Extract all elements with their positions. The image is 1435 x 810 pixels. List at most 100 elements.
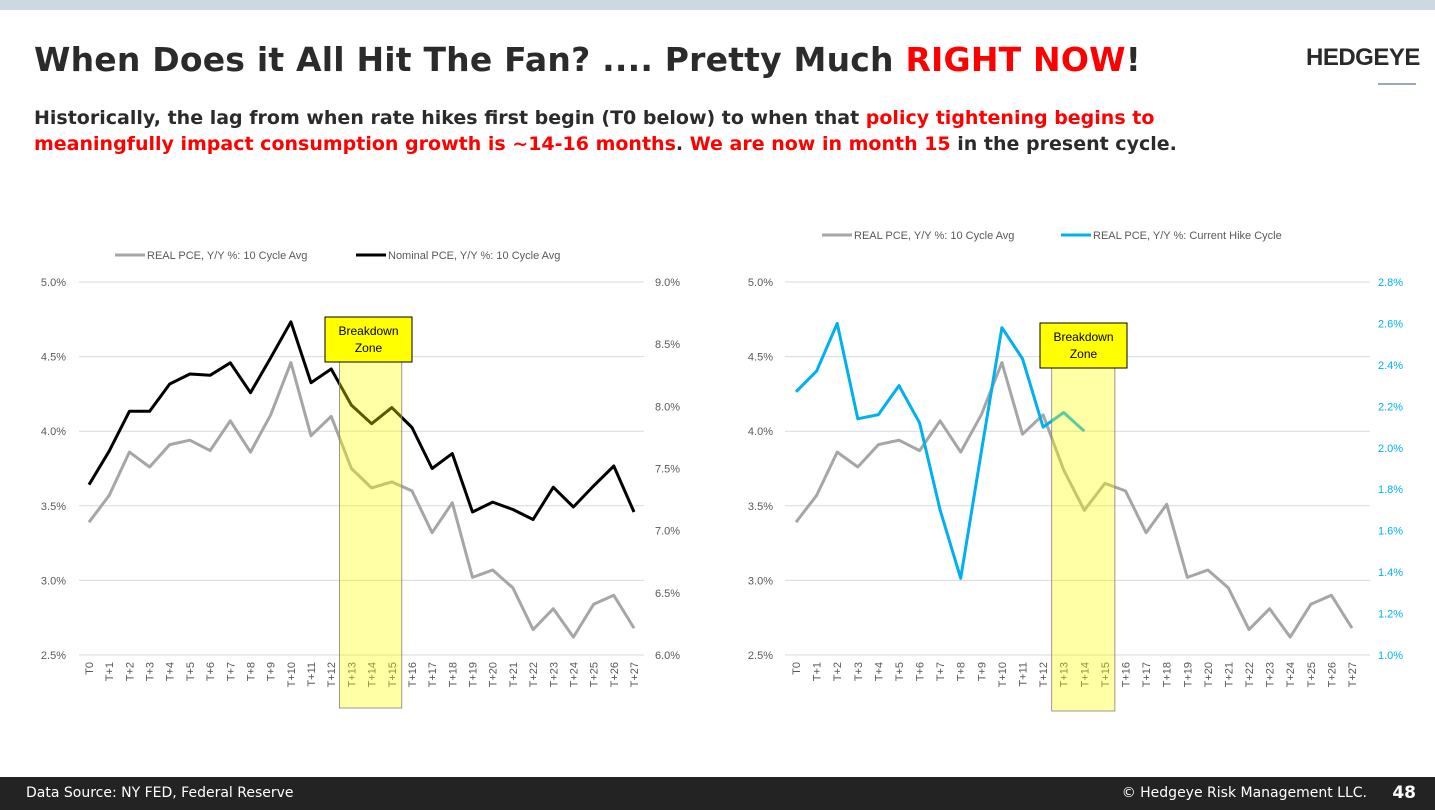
x-tick-label: T+21 <box>1223 662 1235 687</box>
x-tick-label: T+10 <box>997 662 1009 687</box>
breakdown-zone-shading <box>1051 367 1116 712</box>
title-highlight: RIGHT NOW <box>905 40 1126 79</box>
y-right-tick-label: 2.2% <box>1378 401 1403 413</box>
x-tick-label: T0 <box>84 662 96 675</box>
x-tick-label: T+12 <box>1038 662 1050 687</box>
x-tick-label: T+22 <box>528 662 540 687</box>
breakdown-zone-label: Zone <box>355 341 383 355</box>
subtitle-text-2: . <box>675 133 690 155</box>
breakdown-zone-box <box>1039 322 1128 369</box>
top-bar <box>0 0 1435 10</box>
y-right-tick-label: 1.6% <box>1378 526 1403 538</box>
x-tick-label: T+23 <box>548 662 560 687</box>
series-line-1 <box>794 361 1354 639</box>
y-right-tick-label: 6.0% <box>655 650 680 662</box>
hedgeye-logo: HEDGEYE <box>1306 44 1420 71</box>
x-tick-label: T+26 <box>1326 662 1338 687</box>
x-tick-label: T+26 <box>609 662 621 687</box>
x-tick-label: T+2 <box>124 662 136 681</box>
y-right-tick-label: 8.5% <box>655 339 680 351</box>
y-right-tick-label: 7.0% <box>655 526 680 538</box>
x-tick-label: T+24 <box>568 662 580 687</box>
y-left-tick-label: 3.0% <box>41 575 66 587</box>
x-tick-label: T+14 <box>367 662 379 687</box>
y-left-tick-label: 3.0% <box>748 575 773 587</box>
x-tick-label: T+12 <box>326 662 338 687</box>
x-tick-label: T+1 <box>812 662 824 681</box>
legend-label: REAL PCE, Y/Y %: 10 Cycle Avg <box>854 230 1014 242</box>
x-tick-label: T+4 <box>873 662 885 681</box>
y-right-tick-label: 1.4% <box>1378 567 1403 579</box>
y-left-tick-label: 3.5% <box>748 501 773 513</box>
y-right-tick-label: 2.0% <box>1378 443 1403 455</box>
x-tick-label: T+6 <box>205 662 217 681</box>
x-tick-label: T+22 <box>1244 662 1256 687</box>
x-tick-label: T+25 <box>1306 662 1318 687</box>
y-left-tick-label: 4.5% <box>748 352 773 364</box>
x-tick-label: T+8 <box>245 662 257 681</box>
x-tick-label: T+27 <box>629 662 641 687</box>
series-line-1 <box>87 361 636 639</box>
page-title: When Does it All Hit The Fan? .... Prett… <box>34 40 1141 79</box>
logo-underline <box>1378 83 1416 85</box>
x-tick-label: T+21 <box>508 662 520 687</box>
subtitle-highlight-1: policy tightening begins to meaningfully… <box>34 107 1155 155</box>
legend-label: REAL PCE, Y/Y %: 10 Cycle Avg <box>147 250 307 262</box>
x-tick-label: T+20 <box>1203 662 1215 687</box>
subtitle: Historically, the lag from when rate hik… <box>34 105 1264 157</box>
y-left-tick-label: 3.5% <box>41 501 66 513</box>
x-tick-label: T+5 <box>185 662 197 681</box>
x-tick-label: T+19 <box>1182 662 1194 687</box>
x-tick-label: T+19 <box>468 662 480 687</box>
y-right-tick-label: 1.2% <box>1378 609 1403 621</box>
subtitle-highlight-2: We are now in month 15 <box>689 133 951 155</box>
x-tick-label: T+7 <box>935 662 947 681</box>
x-tick-label: T+24 <box>1285 662 1297 687</box>
x-tick-label: T+9 <box>976 662 988 681</box>
y-left-tick-label: 4.0% <box>748 426 773 438</box>
y-left-tick-label: 4.0% <box>41 426 66 438</box>
x-tick-label: T+7 <box>225 662 237 681</box>
x-tick-label: T+15 <box>387 662 399 687</box>
y-right-tick-label: 6.5% <box>655 588 680 600</box>
legend-label: Nominal PCE, Y/Y %: 10 Cycle Avg <box>388 250 560 262</box>
x-tick-label: T+8 <box>956 662 968 681</box>
x-tick-label: T+23 <box>1265 662 1277 687</box>
x-tick-label: T0 <box>791 662 803 675</box>
subtitle-text-3: in the present cycle. <box>950 133 1177 155</box>
y-right-tick-label: 1.0% <box>1378 650 1403 662</box>
y-right-tick-label: 2.4% <box>1378 360 1403 372</box>
x-tick-label: T+15 <box>1100 662 1112 687</box>
y-left-tick-label: 2.5% <box>748 650 773 662</box>
x-tick-label: T+3 <box>853 662 865 681</box>
x-tick-label: T+3 <box>145 662 157 681</box>
x-tick-label: T+13 <box>1059 662 1071 687</box>
x-tick-label: T+5 <box>894 662 906 681</box>
x-tick-label: T+11 <box>1018 662 1030 687</box>
x-tick-label: T+2 <box>832 662 844 681</box>
x-tick-label: T+9 <box>266 662 278 681</box>
subtitle-text: Historically, the lag from when rate hik… <box>34 107 866 129</box>
x-tick-label: T+20 <box>488 662 500 687</box>
x-tick-label: T+27 <box>1347 662 1359 687</box>
x-tick-label: T+4 <box>165 662 177 681</box>
breakdown-zone-label: Breakdown <box>338 324 398 338</box>
title-end: ! <box>1125 40 1141 79</box>
charts-canvas: 2.5% 3.0% 3.5% 4.0% 4.5% 5.0% 6.0% 6.5% 7.0% 7.5%… <box>41 230 1403 712</box>
x-tick-label: T+18 <box>1162 662 1174 687</box>
y-left-tick-label: 5.0% <box>748 277 773 289</box>
x-tick-label: T+16 <box>407 662 419 687</box>
series-line-2 <box>794 321 1086 580</box>
x-tick-label: T+1 <box>104 662 116 681</box>
x-tick-label: T+25 <box>589 662 601 687</box>
legend-label: REAL PCE, Y/Y %: Current Hike Cycle <box>1093 230 1282 242</box>
x-tick-label: T+11 <box>306 662 318 687</box>
title-text: When Does it All Hit The Fan? .... Prett… <box>34 40 906 79</box>
y-left-tick-label: 2.5% <box>41 650 66 662</box>
x-tick-label: T+18 <box>447 662 459 687</box>
x-tick-label: T+14 <box>1079 662 1091 687</box>
page-number: 48 <box>1392 783 1416 803</box>
breakdown-zone-box <box>324 316 413 363</box>
breakdown-zone-shading <box>339 361 403 709</box>
x-tick-label: T+17 <box>427 662 439 687</box>
